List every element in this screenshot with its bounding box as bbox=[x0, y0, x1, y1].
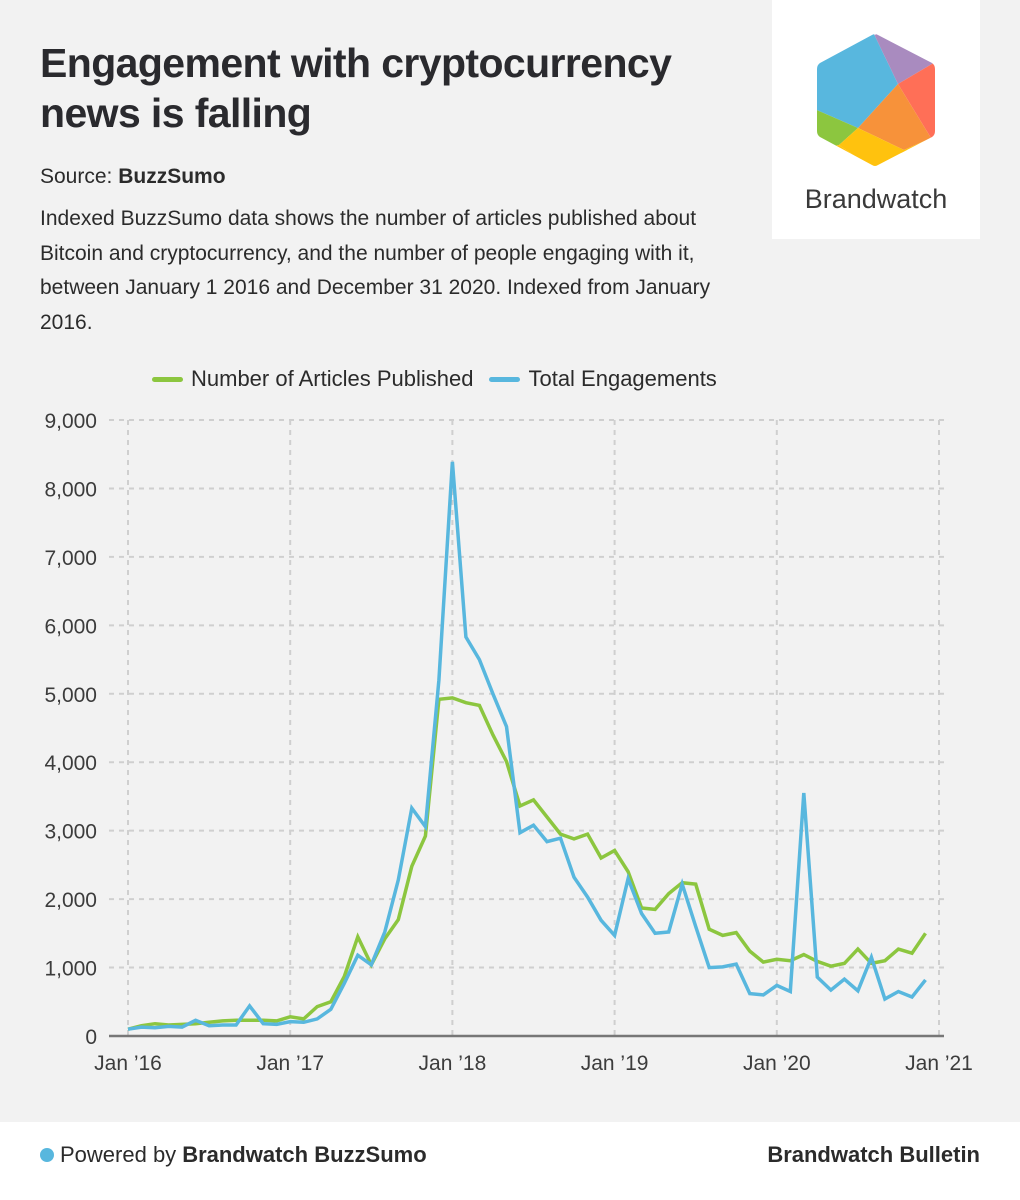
series-line-engagements bbox=[127, 461, 927, 1031]
legend-label-articles: Number of Articles Published bbox=[191, 366, 474, 391]
brandwatch-logo: Brandwatch bbox=[772, 0, 980, 239]
source-name: BuzzSumo bbox=[118, 165, 226, 188]
x-tick-label: Jan ’20 bbox=[743, 1052, 811, 1075]
logo-segment-red bbox=[898, 58, 935, 150]
x-tick-label: Jan ’16 bbox=[94, 1052, 162, 1075]
y-tick-label: 6,000 bbox=[44, 615, 97, 638]
legend-item-engagements[interactable]: Total Engagements bbox=[489, 366, 717, 392]
x-tick-label: Jan ’17 bbox=[256, 1052, 324, 1075]
legend-swatch-engagements bbox=[489, 376, 521, 382]
y-tick-label: 1,000 bbox=[44, 958, 97, 981]
y-tick-label: 2,000 bbox=[44, 889, 97, 912]
y-tick-label: 4,000 bbox=[44, 752, 97, 775]
brandwatch-hexagon-icon bbox=[817, 34, 935, 167]
y-tick-label: 8,000 bbox=[44, 478, 97, 501]
source-label: Source: bbox=[40, 165, 113, 188]
brandwatch-wordmark: Brandwatch bbox=[804, 184, 948, 214]
x-tick-label: Jan ’19 bbox=[581, 1052, 649, 1075]
powered-by-brand[interactable]: Brandwatch BuzzSumo bbox=[182, 1142, 427, 1167]
series-line-articles bbox=[127, 696, 927, 1031]
series-points bbox=[127, 461, 926, 1030]
y-tick-label: 0 bbox=[85, 1026, 97, 1049]
series-points bbox=[127, 697, 926, 1030]
powered-by: Powered by Brandwatch BuzzSumo bbox=[40, 1142, 427, 1168]
y-tick-label: 3,000 bbox=[44, 821, 97, 844]
logo-segment-orange bbox=[858, 84, 931, 150]
x-tick-label: Jan ’21 bbox=[905, 1052, 973, 1075]
powered-by-label: Powered by bbox=[60, 1142, 177, 1167]
page-title: Engagement with cryptocurrency news is f… bbox=[40, 40, 672, 136]
source-line: Source: BuzzSumo bbox=[40, 165, 226, 189]
legend-label-engagements: Total Engagements bbox=[528, 366, 717, 391]
y-tick-label: 7,000 bbox=[44, 547, 97, 570]
logo-segment-yellow bbox=[839, 128, 931, 167]
x-tick-label: Jan ’18 bbox=[419, 1052, 487, 1075]
legend-item-articles[interactable]: Number of Articles Published bbox=[152, 366, 473, 392]
y-tick-label: 9,000 bbox=[44, 410, 97, 433]
footer: Powered by Brandwatch BuzzSumo Brandwatc… bbox=[0, 1122, 1020, 1200]
y-tick-label: 5,000 bbox=[44, 684, 97, 707]
chart-description: Indexed BuzzSumo data shows the number o… bbox=[40, 207, 711, 334]
legend-swatch-articles bbox=[152, 376, 183, 382]
dot-icon bbox=[40, 1148, 54, 1162]
publisher-name[interactable]: Brandwatch Bulletin bbox=[767, 1142, 980, 1167]
chart-legend: Number of Articles Published Total Engag… bbox=[152, 364, 733, 394]
line-chart: 0 1,000 2,000 3,000 4,000 5,000 6,000 7,000 8,00… bbox=[44, 410, 973, 1075]
